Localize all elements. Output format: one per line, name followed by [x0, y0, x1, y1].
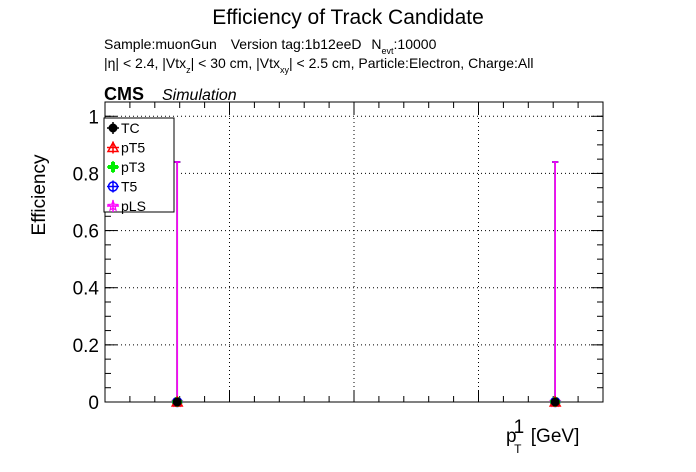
legend-marker — [107, 181, 119, 192]
subtitle-line-2: |η| < 2.4, |Vtxz| < 30 cm, |Vtxxy| < 2.5… — [104, 55, 533, 75]
legend-marker — [108, 162, 118, 172]
legend-marker — [108, 123, 118, 133]
y-tick-label: 0.2 — [73, 336, 99, 357]
legend-label: TC — [121, 120, 140, 136]
legend-marker — [106, 140, 120, 153]
marker-triangle-open — [106, 140, 120, 153]
legend-label: pLS — [121, 198, 146, 214]
data-point-2 — [548, 161, 562, 408]
x-axis-label-unit: [GeV] — [526, 426, 580, 447]
legend-entry-pLS: pLS — [106, 198, 146, 214]
simulation-label: Simulation — [162, 87, 237, 104]
subtitle-nevt-value: :10000 — [394, 36, 437, 52]
legend-marker — [106, 199, 120, 212]
subtitle-nevt: N — [371, 36, 381, 52]
grid-lines — [105, 102, 603, 402]
legend-entry-pT5: pT5 — [106, 140, 145, 156]
y-tick-label: 0.6 — [73, 222, 99, 243]
y-tick-label: 0 — [88, 393, 99, 414]
subtitle-vtxxy-cut: | < 2.5 cm, Particle:Electron, Charge:Al… — [289, 55, 533, 71]
subtitle-version: Version tag:1b12eeD — [231, 36, 362, 52]
x-axis-label: p1 T [GeV] — [506, 417, 579, 456]
subtitle-eta: |η| < 2.4, |Vtx — [104, 55, 186, 71]
marker-circle-filled — [550, 397, 560, 407]
cms-label: CMS — [104, 84, 144, 104]
legend-entry-pT3: pT3 — [107, 159, 145, 175]
marker-TC — [550, 397, 560, 407]
marker-star — [106, 199, 120, 212]
subtitle-vtxz-sub: z — [186, 65, 191, 75]
chart-title: Efficiency of Track Candidate — [212, 6, 484, 29]
marker-circle-filled — [108, 123, 118, 133]
subtitle-vtxxy-sub: xy — [280, 65, 290, 75]
subtitle-sample: Sample:muonGun — [104, 36, 217, 52]
subtitle-line-1: Sample:muonGun Version tag:1b12eeD Nevt:… — [104, 36, 437, 56]
subtitle-nevt-sub: evt — [382, 46, 395, 56]
x-axis-label-sup: 1 — [514, 417, 525, 438]
legend: TC pT5 pT3 T5 pLS — [103, 117, 175, 214]
y-tick-label: 0.8 — [73, 164, 99, 185]
legend-label: pT3 — [121, 159, 145, 175]
data-point-1 — [170, 161, 184, 408]
marker-circle-open — [107, 181, 119, 192]
marker-TC — [172, 397, 182, 407]
data-points — [170, 161, 562, 408]
y-tick-label: 0.4 — [73, 279, 100, 300]
y-tick-label: 1 — [88, 107, 99, 128]
y-axis-label: Efficiency — [29, 154, 50, 235]
legend-entry-T5: T5 — [107, 179, 138, 195]
legend-label: pT5 — [121, 140, 145, 156]
marker-cross-filled — [108, 162, 118, 172]
x-axis-label-sub: T — [514, 442, 522, 456]
marker-circle-filled — [172, 397, 182, 407]
legend-label: T5 — [121, 179, 138, 195]
subtitle-vtxz-cut: | < 30 cm, |Vtx — [191, 55, 280, 71]
legend-entry-TC: TC — [107, 120, 140, 136]
y-tick-labels: 0 0.2 0.4 0.6 0.8 1 — [73, 107, 100, 414]
x-axis-label-base: p — [506, 426, 517, 447]
